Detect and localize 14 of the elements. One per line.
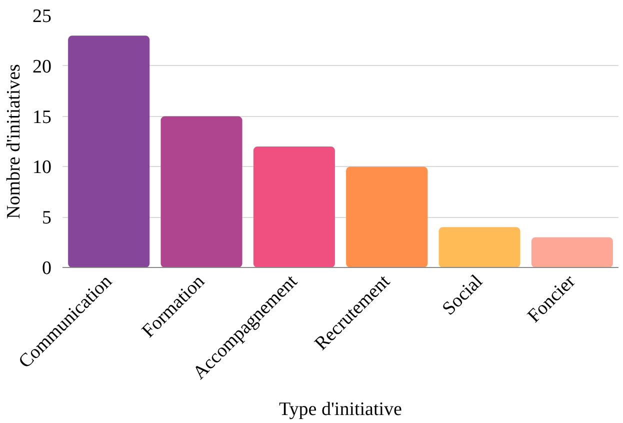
bar — [346, 166, 428, 268]
y-tick-label: 5 — [42, 208, 52, 229]
y-tick-label: 25 — [32, 6, 52, 27]
y-tick-label: 20 — [32, 56, 52, 78]
y-tick-label: 0 — [42, 258, 52, 279]
bar — [160, 116, 242, 268]
y-tick-label: 15 — [32, 106, 52, 128]
bar — [68, 36, 150, 268]
bar — [531, 237, 613, 268]
y-tick-label: 10 — [32, 157, 52, 178]
x-axis-title: Type d'initiative — [279, 399, 402, 420]
bar — [438, 227, 520, 268]
y-axis-title: Nombre d'initiatives — [4, 64, 24, 219]
bar — [253, 146, 335, 268]
